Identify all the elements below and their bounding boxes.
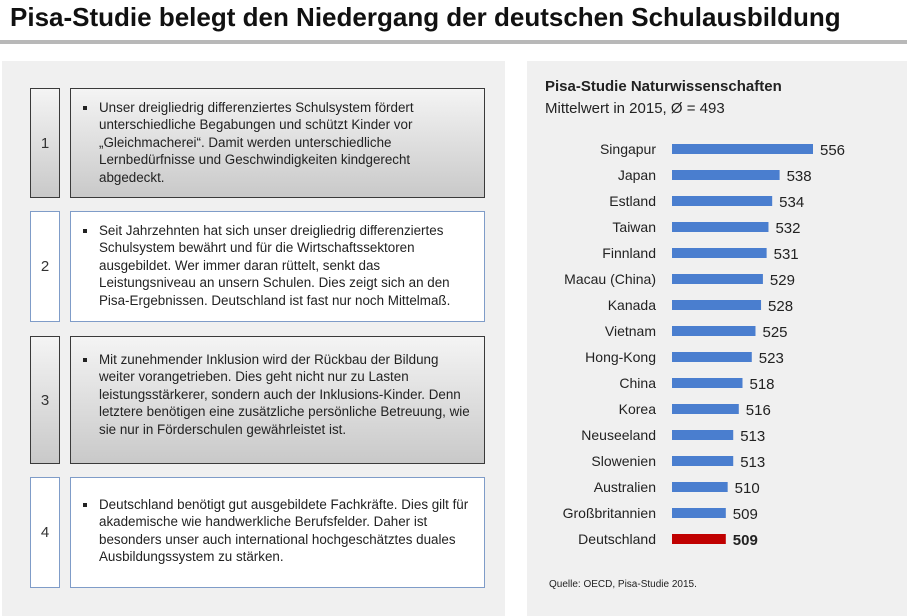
- value-label-neuseeland: 513: [740, 428, 765, 445]
- bullet-icon: [83, 106, 87, 110]
- value-label-slowenien: 513: [740, 454, 765, 471]
- bar-neuseeland: [672, 430, 734, 440]
- bar-hong-kong: [672, 352, 752, 362]
- bar-taiwan: [672, 222, 769, 232]
- value-label-estland: 534: [779, 194, 804, 211]
- chart-source: Quelle: OECD, Pisa-Studie 2015.: [549, 579, 697, 590]
- category-label-estland: Estland: [609, 193, 656, 209]
- bullet-icon: [83, 503, 87, 507]
- bar-vietnam: [672, 326, 756, 336]
- bar-australien: [672, 482, 728, 492]
- value-label-deutschland: 509: [733, 532, 758, 549]
- category-label-finnland: Finnland: [602, 245, 656, 261]
- bar-singapur: [672, 144, 813, 154]
- category-label-kanada: Kanada: [608, 297, 656, 313]
- bar-finnland: [672, 248, 767, 258]
- category-label-slowenien: Slowenien: [591, 453, 656, 469]
- category-label-neuseeland: Neuseeland: [581, 427, 656, 443]
- value-label-gro-britannien: 509: [733, 506, 758, 523]
- category-label-deutschland: Deutschland: [578, 531, 656, 547]
- bar-gro-britannien: [672, 508, 726, 518]
- category-label-gro-britannien: Großbritannien: [563, 505, 656, 521]
- point-text-1: Unser dreigliedrig differenziertes Schul…: [99, 100, 414, 185]
- bar-china: [672, 378, 743, 388]
- category-label-korea: Korea: [619, 401, 657, 417]
- category-label-hong-kong: Hong-Kong: [585, 349, 656, 365]
- point-text-box-4: Deutschland benötigt gut ausgebildete Fa…: [70, 477, 485, 588]
- value-label-australien: 510: [735, 480, 760, 497]
- category-label-china: China: [619, 375, 656, 391]
- category-label-japan: Japan: [618, 167, 656, 183]
- category-label-macau-china: Macau (China): [564, 271, 656, 287]
- point-text-box-2: Seit Jahrzehnten hat sich unser dreiglie…: [70, 211, 485, 322]
- point-text-2: Seit Jahrzehnten hat sich unser dreiglie…: [99, 223, 451, 308]
- page-title: Pisa-Studie belegt den Niedergang der de…: [10, 2, 841, 32]
- bullet-icon: [83, 229, 87, 233]
- bar-estland: [672, 196, 773, 206]
- category-label-taiwan: Taiwan: [612, 219, 656, 235]
- chart-subtitle: Mittelwert in 2015, Ø = 493: [545, 100, 725, 117]
- category-label-singapur: Singapur: [600, 141, 656, 157]
- value-label-macau-china: 529: [770, 272, 795, 289]
- value-label-china: 518: [750, 376, 775, 393]
- point-text-box-1: Unser dreigliedrig differenziertes Schul…: [70, 88, 485, 198]
- point-number-3: 3: [30, 336, 60, 464]
- point-text-4: Deutschland benötigt gut ausgebildete Fa…: [99, 497, 469, 565]
- value-label-hong-kong: 523: [759, 350, 784, 367]
- bar-korea: [672, 404, 739, 414]
- value-label-kanada: 528: [768, 298, 793, 315]
- bullet-icon: [83, 358, 87, 362]
- title-divider: [0, 40, 907, 44]
- value-label-vietnam: 525: [762, 324, 787, 341]
- bar-deutschland: [672, 534, 726, 544]
- point-number-2: 2: [30, 211, 60, 322]
- point-number-1: 1: [30, 88, 60, 198]
- point-text-box-3: Mit zunehmender Inklusion wird der Rückb…: [70, 336, 485, 464]
- bar-japan: [672, 170, 780, 180]
- bar-macau-china: [672, 274, 763, 284]
- bar-kanada: [672, 300, 762, 310]
- point-text-3: Mit zunehmender Inklusion wird der Rückb…: [99, 352, 470, 437]
- value-label-korea: 516: [746, 402, 771, 419]
- pisa-bar-chart: Pisa-Studie Naturwissenschaften Mittelwe…: [545, 78, 845, 590]
- value-label-singapur: 556: [820, 142, 845, 159]
- bar-slowenien: [672, 456, 734, 466]
- category-label-australien: Australien: [594, 479, 656, 495]
- point-number-4: 4: [30, 477, 60, 588]
- chart-title: Pisa-Studie Naturwissenschaften: [545, 78, 782, 95]
- value-label-taiwan: 532: [775, 220, 800, 237]
- value-label-finnland: 531: [774, 246, 799, 263]
- bars: Singapur 556 Japan 538 Estland 534 Taiwan 532 Fi…: [563, 141, 845, 549]
- value-label-japan: 538: [787, 168, 812, 185]
- category-label-vietnam: Vietnam: [605, 323, 656, 339]
